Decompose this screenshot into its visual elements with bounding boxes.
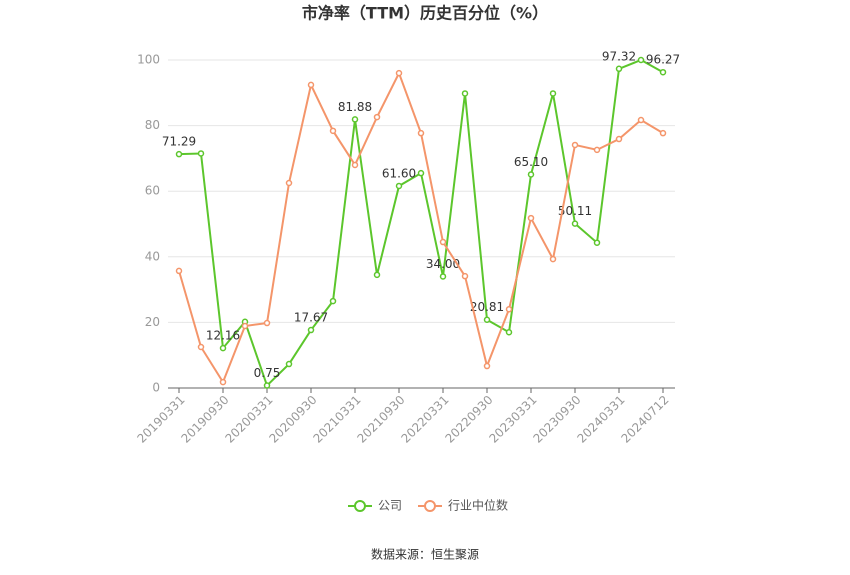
data-label: 71.29: [162, 135, 196, 149]
point: [395, 69, 403, 77]
point: [417, 129, 425, 137]
data-label: 20.81: [470, 300, 504, 314]
legend-marker: [354, 500, 366, 512]
point: [439, 238, 447, 246]
point: [615, 135, 623, 143]
point: [285, 179, 293, 187]
point: [637, 116, 645, 124]
point: [505, 328, 513, 336]
point: [395, 182, 403, 190]
point: [461, 272, 469, 280]
point: [329, 127, 337, 135]
point: [461, 90, 469, 97]
data-label: 17.67: [294, 311, 328, 325]
point: [307, 326, 315, 334]
point: [373, 271, 381, 279]
legend-marker: [424, 500, 436, 512]
point: [175, 150, 183, 158]
data-label: 0.75: [254, 366, 281, 380]
point: [197, 150, 205, 157]
point: [351, 116, 359, 123]
data-label: 12.16: [206, 329, 240, 343]
point: [571, 141, 579, 149]
point: [483, 362, 491, 370]
point: [329, 297, 337, 305]
y-tick-label: 40: [145, 249, 160, 263]
point: [637, 56, 645, 64]
point: [219, 378, 227, 386]
point: [659, 68, 667, 76]
data-label: 61.60: [382, 166, 416, 180]
series-line: [178, 70, 664, 385]
point: [527, 214, 535, 222]
data-label: 81.88: [338, 100, 372, 114]
point: [549, 255, 557, 263]
source: 数据来源：恒生聚源: [371, 547, 479, 562]
point: [593, 239, 601, 246]
point: [285, 360, 293, 368]
data-label: 97.32: [602, 49, 636, 63]
point: [527, 171, 535, 178]
point: [549, 90, 557, 97]
chart-title: 市净率（TTM）历史百分位（%）: [302, 4, 548, 23]
y-tick-label: 20: [145, 315, 160, 329]
point: [417, 169, 425, 177]
point: [351, 161, 359, 169]
point: [439, 273, 447, 280]
data-label: 50.11: [558, 204, 592, 218]
point: [615, 65, 623, 73]
y-tick-label: 100: [137, 53, 160, 67]
y-tick-label: 60: [145, 184, 160, 198]
point: [373, 113, 381, 121]
legend-label: 行业中位数: [448, 498, 508, 513]
data-label: 65.10: [514, 155, 548, 169]
point: [505, 306, 513, 313]
point: [263, 382, 271, 389]
x-tick-label: 20240712: [619, 393, 672, 446]
legend-label: 公司: [378, 499, 402, 513]
y-tick-label: 0: [152, 381, 160, 395]
point: [241, 322, 249, 330]
point: [593, 146, 601, 154]
point: [219, 344, 227, 352]
point: [263, 319, 271, 327]
y-tick-label: 80: [145, 118, 160, 132]
point: [571, 220, 579, 227]
data-label: 34.00: [426, 257, 460, 271]
point: [483, 316, 491, 323]
point: [307, 81, 315, 89]
point: [197, 343, 205, 351]
series-line: [178, 58, 664, 388]
data-label: 96.27: [646, 53, 680, 67]
point: [175, 267, 183, 275]
point: [659, 129, 667, 137]
